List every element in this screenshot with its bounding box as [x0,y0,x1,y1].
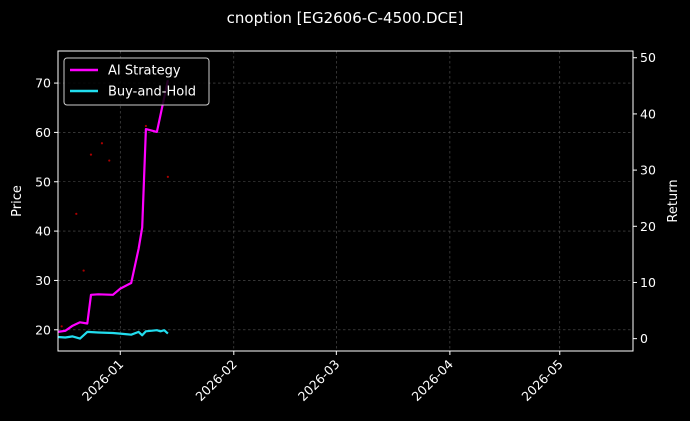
y-tick-label: 30 [35,273,51,288]
price-point [82,269,85,272]
legend-label: AI Strategy [108,64,181,79]
y-tick-label: 40 [35,224,51,239]
chart-title: cnoption [EG2606-C-4500.DCE] [227,9,464,27]
y-tick-label: 20 [35,322,51,337]
price-point [144,124,147,128]
legend: AI Strategy Buy-and-Hold [63,57,210,106]
price-point [89,153,93,156]
series-lines [57,79,169,340]
y-tick-label: 50 [35,174,51,189]
y2-tick-label: 20 [640,219,656,234]
price-point [108,159,111,162]
y-tick-label: 60 [35,125,51,140]
plot-frame [57,50,634,352]
y2-tick-label: 0 [640,331,648,346]
series-line-buy-and-hold [57,329,169,340]
price-point [60,325,63,328]
y-tick-label: 70 [35,76,51,91]
y2-tick-label: 30 [640,163,656,178]
price-points [60,124,169,328]
legend-label: Buy-and-Hold [108,85,196,100]
price-point [100,142,104,145]
y-axis-label: Price [10,185,25,217]
price-point [166,175,169,178]
y2-tick-label: 40 [640,106,656,121]
legend-box [63,57,210,106]
y2-tick-label: 10 [640,275,656,290]
price-point [75,212,78,215]
y2-axis-label: Return [666,179,681,222]
grid [58,51,633,351]
series-line-ai-strategy [57,79,169,333]
y2-tick-label: 50 [640,50,656,65]
